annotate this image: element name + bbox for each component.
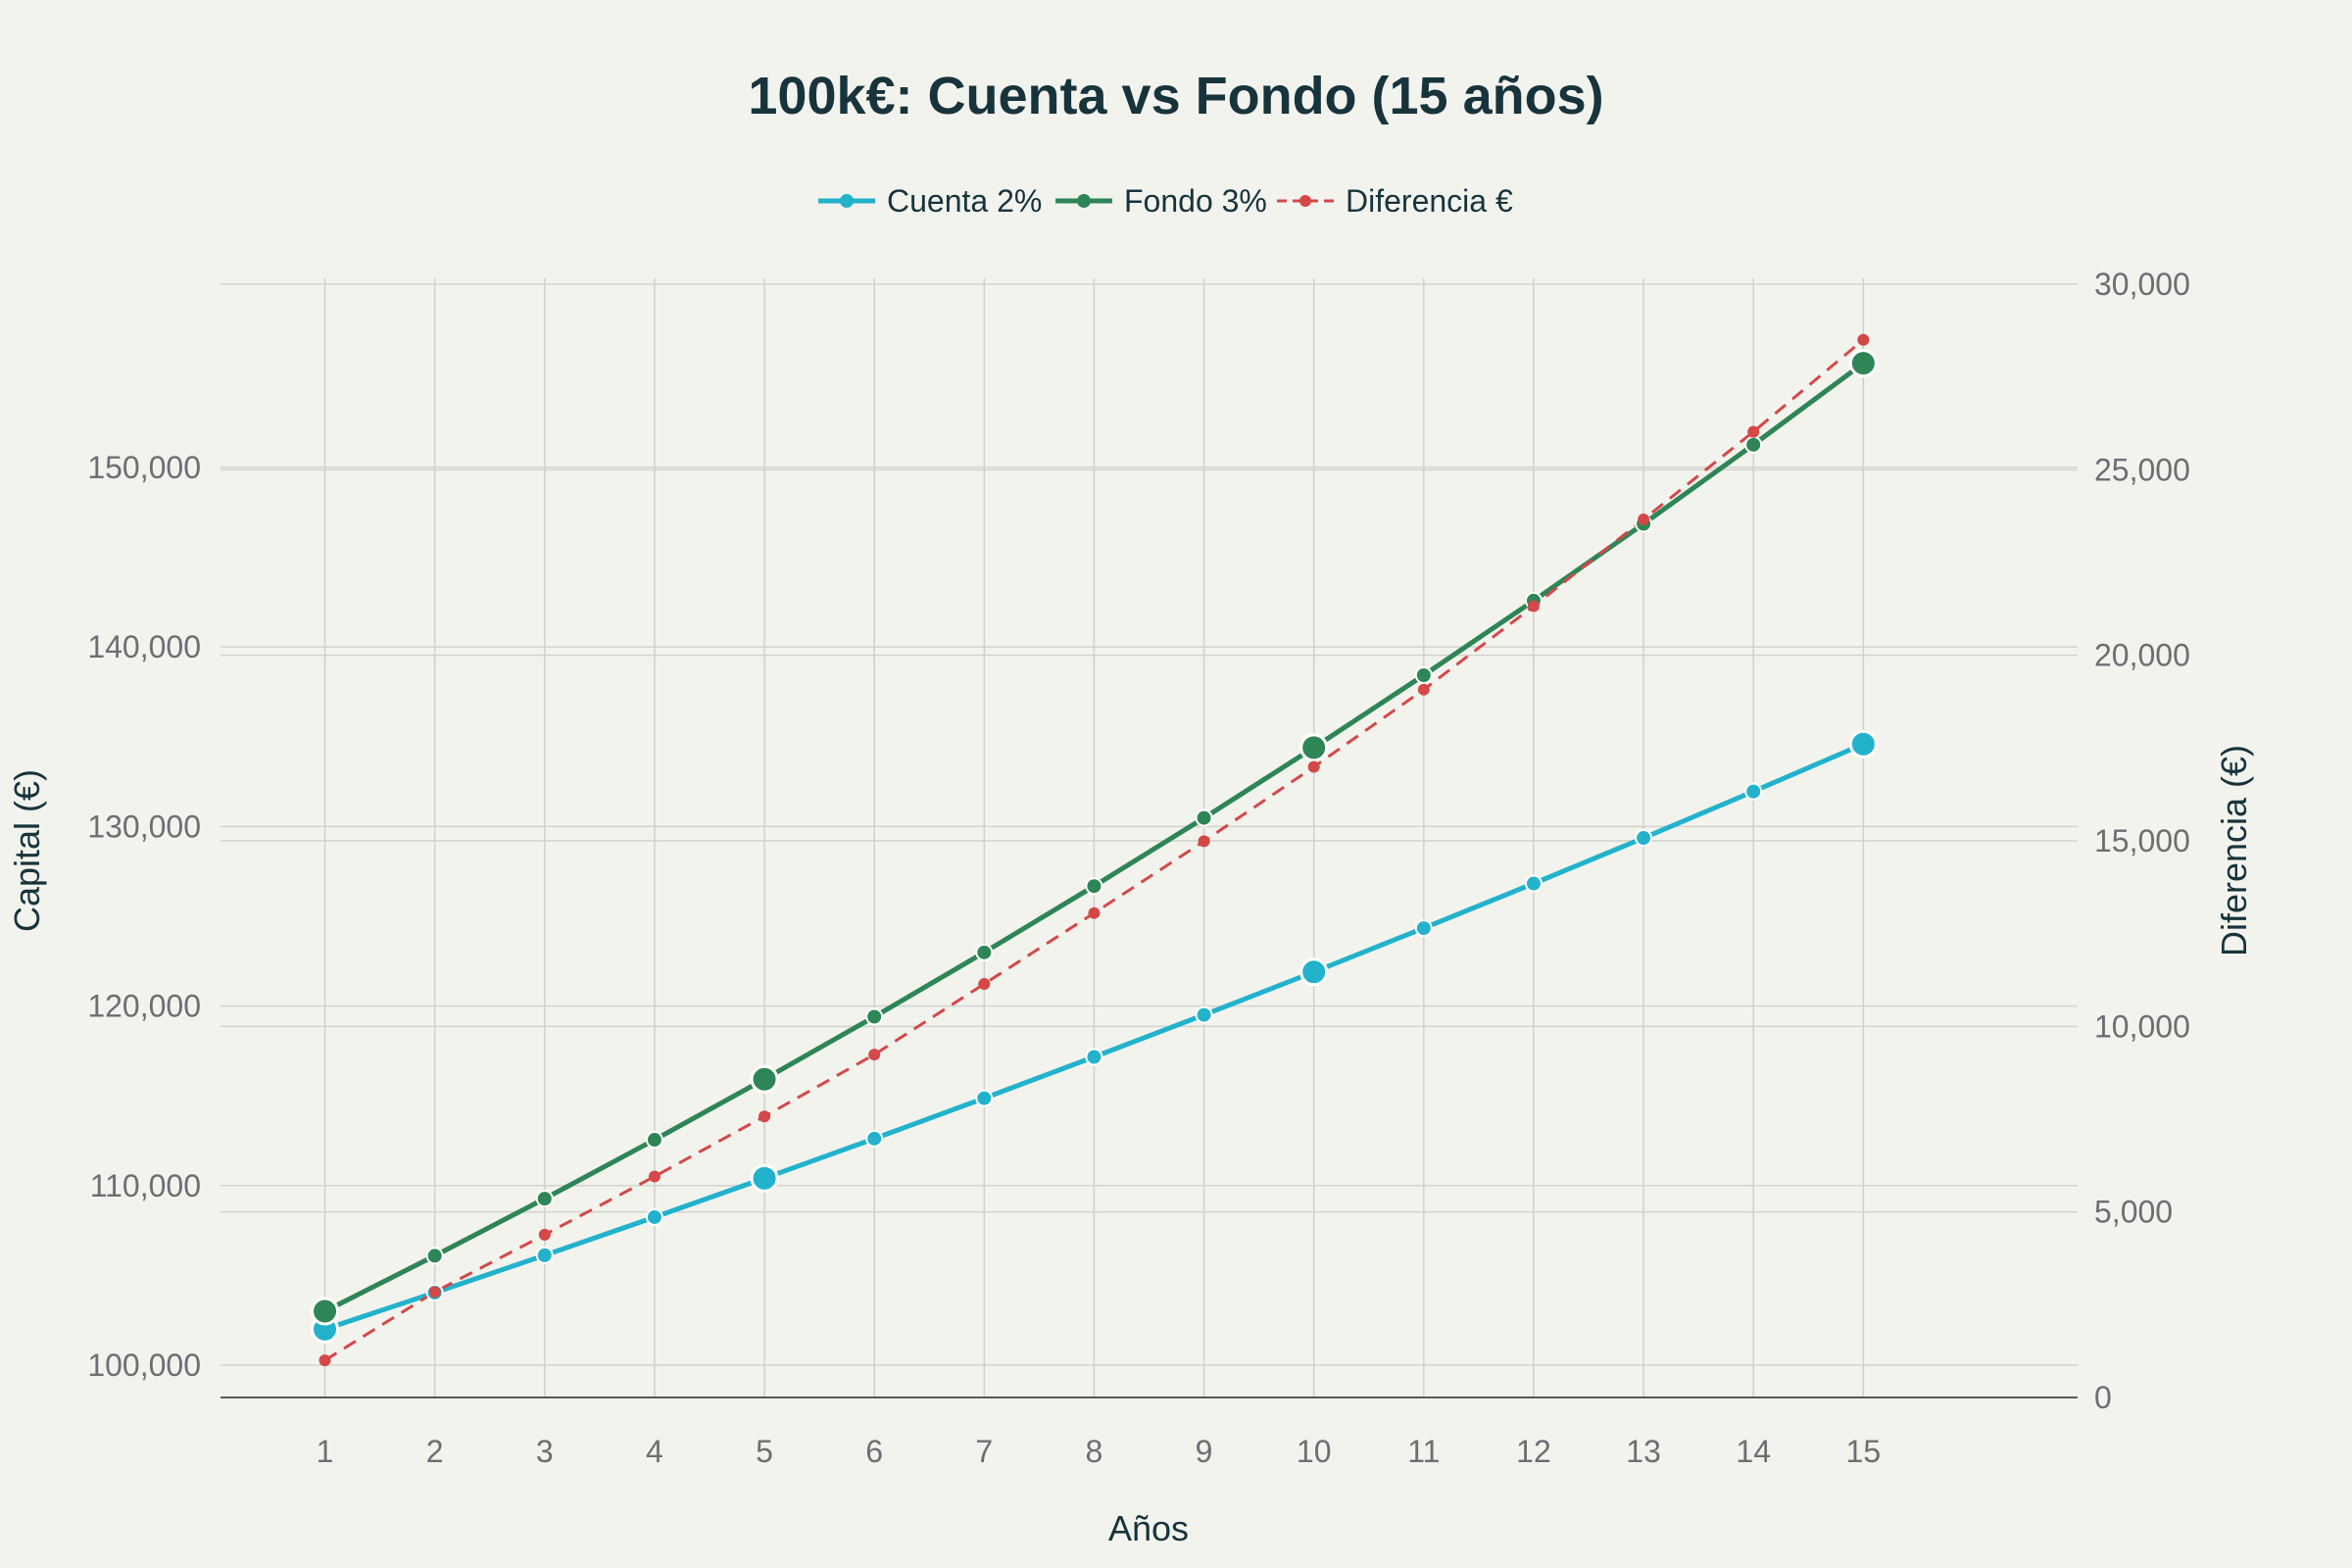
y2-tick-label: 10,000 xyxy=(2094,1008,2190,1044)
legend-swatch-marker xyxy=(840,194,854,208)
data-point xyxy=(978,978,991,991)
legend-label: Cuenta 2% xyxy=(887,183,1042,219)
x-tick-label: 5 xyxy=(756,1434,773,1469)
legend-swatch-marker xyxy=(1299,195,1311,207)
data-point xyxy=(1414,919,1433,938)
y-tick-label: 150,000 xyxy=(87,450,201,485)
data-point xyxy=(645,1207,663,1226)
x-tick-label: 7 xyxy=(975,1434,993,1469)
data-point xyxy=(750,1163,779,1193)
x-tick-label: 4 xyxy=(646,1434,663,1469)
x-axis-title: Años xyxy=(1108,1508,1189,1548)
data-point xyxy=(645,1131,663,1150)
data-point xyxy=(1744,435,1763,454)
data-point xyxy=(865,1129,884,1148)
data-point xyxy=(1195,1005,1213,1024)
y2-tick-label: 15,000 xyxy=(2094,823,2190,858)
data-point xyxy=(535,1246,554,1264)
data-point xyxy=(1299,733,1329,762)
x-tick-label: 3 xyxy=(536,1434,554,1469)
legend-label: Diferencia € xyxy=(1346,183,1513,219)
data-point xyxy=(865,1007,884,1026)
y-axis-title: Capital (€) xyxy=(7,769,47,932)
x-tick-label: 11 xyxy=(1407,1434,1440,1469)
data-point xyxy=(975,943,994,961)
legend-label: Fondo 3% xyxy=(1124,183,1267,219)
legend: Cuenta 2% Fondo 3% Diferencia € xyxy=(818,183,1513,219)
data-point xyxy=(1417,683,1430,696)
data-point xyxy=(1088,906,1101,919)
data-point xyxy=(868,1049,881,1061)
data-point xyxy=(1307,760,1320,773)
y-tick-label: 100,000 xyxy=(87,1348,201,1383)
data-point xyxy=(1527,600,1540,612)
data-point xyxy=(1524,874,1543,893)
y-tick-label: 140,000 xyxy=(87,629,201,664)
x-tick-label: 12 xyxy=(1516,1434,1551,1469)
data-point xyxy=(318,1354,331,1367)
data-point xyxy=(1414,666,1433,685)
x-tick-label: 1 xyxy=(317,1434,334,1469)
x-tick-label: 10 xyxy=(1297,1434,1332,1469)
y-tick-label: 130,000 xyxy=(87,808,201,844)
data-point xyxy=(750,1064,779,1094)
y2-tick-label: 5,000 xyxy=(2094,1195,2173,1230)
data-point xyxy=(648,1170,661,1183)
y2-tick-label: 0 xyxy=(2094,1380,2112,1415)
y2-tick-label: 25,000 xyxy=(2094,452,2190,487)
chart-title: 100k€: Cuenta vs Fondo (15 años) xyxy=(748,67,1603,125)
x-tick-label: 15 xyxy=(1846,1434,1882,1469)
y-tick-label: 120,000 xyxy=(87,989,201,1024)
data-point xyxy=(535,1190,554,1208)
data-point xyxy=(428,1286,441,1298)
data-point xyxy=(1198,835,1210,848)
data-point xyxy=(1848,729,1878,759)
data-point xyxy=(1635,829,1653,848)
axes: 1 2 3 4 5 6 7 8 9 10 11 12 13 14 15100,000110,000120,0… xyxy=(87,267,2190,1469)
data-point xyxy=(1085,877,1103,896)
data-point xyxy=(1195,808,1213,827)
x-tick-label: 2 xyxy=(426,1434,444,1469)
x-tick-label: 6 xyxy=(865,1434,883,1469)
y-tick-label: 110,000 xyxy=(90,1168,201,1203)
grid xyxy=(220,278,2078,1397)
data-point xyxy=(1744,782,1763,801)
data-point xyxy=(1299,957,1329,987)
y2-tick-label: 20,000 xyxy=(2094,638,2190,673)
legend-swatch-marker xyxy=(1077,194,1091,208)
x-tick-label: 9 xyxy=(1196,1434,1213,1469)
x-tick-label: 14 xyxy=(1736,1434,1771,1469)
y2-tick-label: 30,000 xyxy=(2094,267,2190,302)
x-tick-label: 13 xyxy=(1626,1434,1661,1469)
data-point xyxy=(975,1089,994,1107)
data-point xyxy=(425,1247,444,1265)
series-layer xyxy=(311,333,1878,1367)
data-point xyxy=(759,1110,771,1123)
x-tick-label: 8 xyxy=(1086,1434,1103,1469)
y2-axis-title: Diferencia (€) xyxy=(2214,745,2254,956)
data-point xyxy=(1085,1048,1103,1066)
data-point xyxy=(1848,349,1878,378)
data-point xyxy=(1638,514,1650,526)
data-point xyxy=(538,1228,551,1241)
data-point xyxy=(1857,333,1870,346)
data-point xyxy=(1747,425,1760,438)
data-point xyxy=(311,1297,340,1326)
